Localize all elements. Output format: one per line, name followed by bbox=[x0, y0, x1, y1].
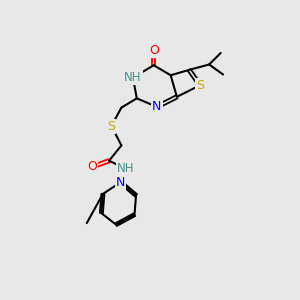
Text: O: O bbox=[87, 160, 97, 173]
Text: N: N bbox=[116, 176, 125, 189]
Text: N: N bbox=[152, 100, 161, 113]
Text: S: S bbox=[196, 79, 204, 92]
Text: NH: NH bbox=[124, 71, 142, 84]
Text: NH: NH bbox=[116, 162, 134, 175]
Text: O: O bbox=[149, 44, 159, 57]
Text: S: S bbox=[107, 120, 116, 133]
